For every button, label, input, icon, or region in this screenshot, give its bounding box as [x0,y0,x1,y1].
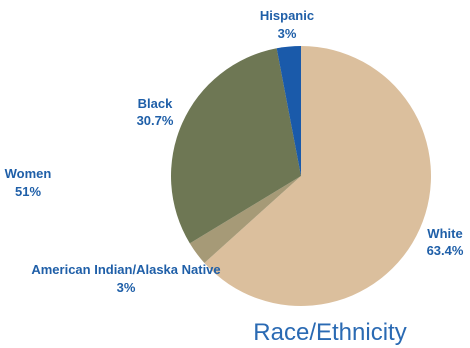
slice-label-black-name: Black [138,96,173,111]
pie-slice-american-indian-alaska-native [189,176,301,263]
annotation-women-name: Women [5,166,52,181]
pie-slice-hispanic [276,46,301,176]
pie-slices [171,46,431,306]
slice-label-black-value: 30.7% [137,113,174,128]
slice-label-white-name: White [427,226,462,241]
slice-label-hispanic-value: 3% [278,26,297,41]
slice-label-american-indian-value: 3% [117,280,136,295]
chart-title: Race/Ethnicity [253,319,406,346]
annotation-women-value: 51% [15,184,41,199]
pie-slice-white [204,46,431,306]
slice-label-hispanic-name: Hispanic [260,8,314,23]
slice-label-white-value: 63.4% [427,243,464,258]
pie-slice-black [171,48,301,244]
slice-label-american-indian-name: American Indian/Alaska Native [31,262,220,277]
